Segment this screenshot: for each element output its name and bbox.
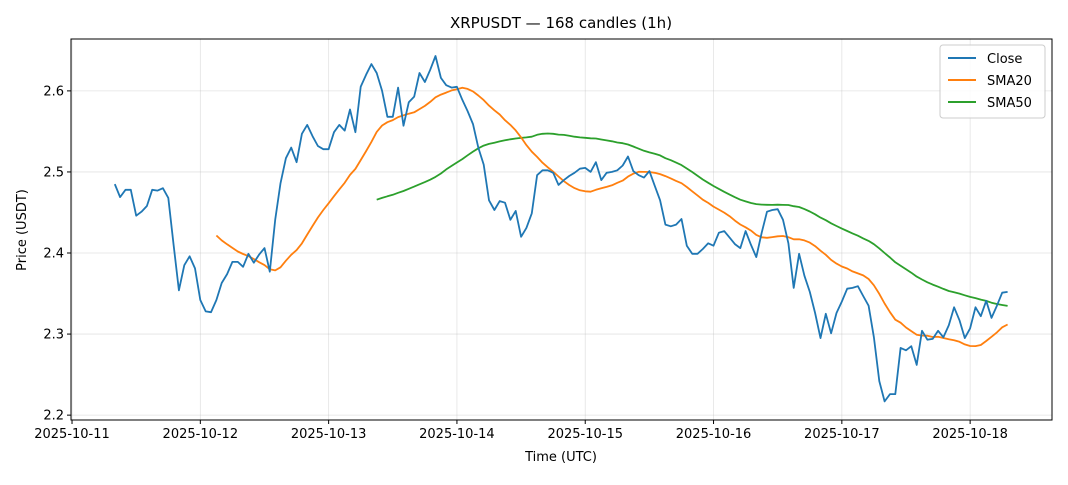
legend-box — [939, 44, 1046, 119]
plot-frame — [70, 38, 1053, 421]
x-tick-label: 2025-10-12 — [163, 427, 239, 442]
x-tick-label: 2025-10-17 — [804, 427, 880, 442]
y-tick-label: 2.3 — [43, 328, 64, 343]
x-tick-label: 2025-10-15 — [547, 427, 623, 442]
x-tick-label: 2025-10-14 — [419, 427, 495, 442]
legend-label-sma20: SMA20 — [987, 74, 1032, 89]
axis-ticks: 2025-10-11 2025-10-12 2025-10-13 2025-10-14… — [34, 84, 1008, 442]
legend-label-close: Close — [987, 52, 1022, 67]
x-tick-label: 2025-10-18 — [932, 427, 1008, 442]
y-tick-label: 2.5 — [43, 165, 64, 180]
y-tick-label: 2.6 — [43, 84, 64, 99]
series-lines — [113, 55, 1009, 403]
x-tick-label: 2025-10-13 — [291, 427, 367, 442]
legend: Close SMA20 SMA50 — [939, 44, 1046, 119]
x-tick-label: 2025-10-11 — [34, 427, 110, 442]
chart-title: XRPUSDT — 168 candles (1h) — [450, 14, 672, 32]
legend-label-sma50: SMA50 — [987, 96, 1032, 111]
sma20-line — [215, 86, 1009, 347]
y-tick-label: 2.2 — [43, 409, 64, 424]
sma50-line — [376, 132, 1008, 307]
y-tick-label: 2.4 — [43, 247, 64, 262]
y-axis-label: Price (USDT) — [15, 189, 30, 271]
x-axis-label: Time (UTC) — [524, 450, 597, 465]
grid-lines — [71, 39, 1052, 420]
x-tick-label: 2025-10-16 — [676, 427, 752, 442]
close-line — [113, 55, 1008, 403]
